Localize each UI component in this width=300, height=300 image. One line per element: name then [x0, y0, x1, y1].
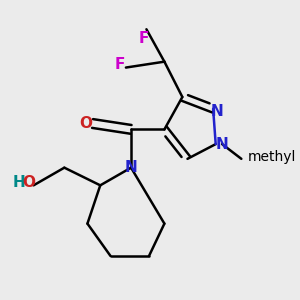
Text: N: N: [216, 136, 229, 152]
Text: O: O: [80, 116, 93, 131]
Text: methyl: methyl: [248, 150, 296, 164]
Text: F: F: [139, 31, 149, 46]
Text: H: H: [13, 175, 26, 190]
Text: F: F: [114, 57, 125, 72]
Text: N: N: [125, 160, 137, 175]
Text: N: N: [211, 104, 224, 119]
Text: O: O: [22, 175, 35, 190]
